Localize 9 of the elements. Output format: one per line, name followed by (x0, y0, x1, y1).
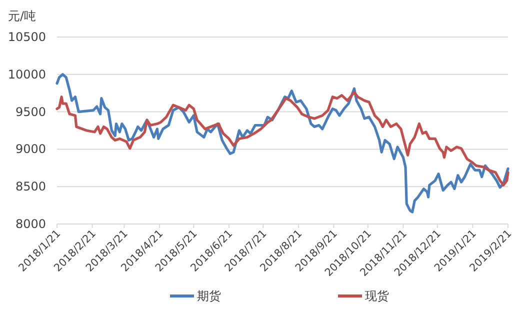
y-tick-label: 10000 (8, 67, 46, 82)
y-tick-label: 9000 (15, 142, 46, 156)
y-tick-label: 9500 (15, 104, 46, 119)
legend-label: 期货 (197, 289, 221, 303)
y-tick-label: 8500 (15, 180, 46, 194)
y-tick-label: 8000 (15, 217, 46, 231)
y-axis-title: 元/吨 (8, 9, 36, 23)
legend-label: 现货 (365, 289, 389, 303)
y-tick-label: 10500 (8, 30, 46, 44)
